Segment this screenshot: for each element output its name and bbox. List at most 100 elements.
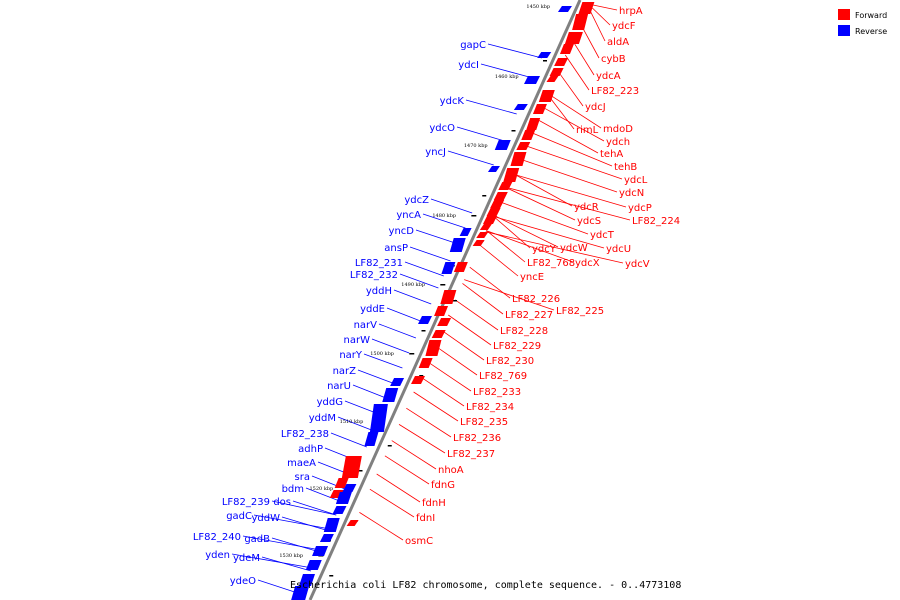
leader-line [487, 43, 543, 59]
reverse-label-nary: narY [339, 350, 363, 361]
forward-label-lf82-234: LF82_234 [466, 402, 514, 413]
leader-line [505, 186, 631, 221]
forward-label-hrpa: hrpA [619, 6, 643, 17]
forward-feature [437, 318, 452, 326]
forward-feature [559, 44, 574, 54]
forward-label-cybb: cybB [601, 54, 626, 65]
leader-line [530, 131, 613, 167]
reverse-label-bdm: bdm [282, 484, 304, 495]
forward-label-lf82-225: LF82_225 [556, 306, 604, 317]
leader-line [261, 556, 312, 572]
forward-feature [572, 14, 589, 30]
reverse-leader-lines [231, 43, 543, 595]
forward-label-teha: tehA [600, 149, 623, 160]
reverse-feature [364, 432, 379, 446]
forward-feature [479, 224, 492, 230]
leader-line [447, 150, 494, 166]
leader-line [430, 198, 473, 214]
forward-label-lf82-233: LF82_233 [473, 387, 521, 398]
reverse-label-gapc: gapC [460, 40, 486, 51]
leader-line [454, 299, 499, 331]
leader-line [404, 261, 444, 277]
legend: Forward Reverse [838, 9, 887, 36]
leader-line [420, 376, 465, 407]
reverse-feature [382, 388, 399, 402]
tick-mark [471, 215, 477, 217]
reverse-label-ydde: yddE [360, 304, 385, 315]
feature-marker [511, 130, 516, 132]
leader-line [271, 500, 337, 516]
leader-line [363, 353, 403, 369]
reverse-label-ydco: ydcO [429, 123, 455, 134]
reverse-feature [418, 316, 432, 324]
forward-feature [346, 520, 359, 526]
leader-line [492, 215, 605, 249]
reverse-label-yddw: yddW [251, 513, 280, 524]
leader-line [413, 391, 459, 422]
leader-line [422, 213, 466, 229]
leader-line [547, 94, 575, 130]
reverse-feature [323, 518, 340, 532]
forward-labels: hrpA ydcF aldA cybB ydcA LF82_223 ydcJ rimL mdoD… [405, 6, 680, 547]
feature-marker [453, 300, 457, 302]
reverse-feature [441, 262, 456, 274]
tick-label: 1450 kbp [526, 4, 550, 10]
forward-feature [538, 90, 555, 102]
forward-feature [418, 358, 433, 368]
reverse-label-ansp: ansP [384, 243, 408, 254]
forward-label-fdng: fdnG [431, 480, 455, 491]
feature-marker [419, 375, 424, 377]
leader-line [357, 369, 396, 385]
forward-features [329, 2, 595, 526]
leader-line [415, 229, 459, 245]
forward-feature [334, 478, 349, 488]
reverse-label-sra: sra [295, 472, 310, 483]
reverse-label-maea: maeA [287, 458, 316, 469]
leader-line [441, 329, 485, 361]
leader-line [376, 473, 421, 503]
leader-line [479, 244, 519, 277]
leader-line [464, 279, 555, 311]
leader-line [352, 384, 389, 400]
forward-feature [516, 142, 531, 150]
leader-line [384, 455, 430, 485]
tick-mark [409, 353, 415, 355]
forward-label-alda: aldA [607, 37, 629, 48]
forward-label-tehb: tehB [614, 162, 637, 173]
leader-line [359, 512, 404, 541]
forward-label-lf82-236: LF82_236 [453, 433, 501, 444]
leader-line [541, 106, 605, 142]
leader-line [271, 537, 320, 553]
reverse-label-yddm: yddM [309, 413, 336, 424]
forward-label-ydcu: ydcU [606, 244, 631, 255]
leader-line [231, 553, 313, 569]
forward-label-nhoa: nhoA [438, 465, 464, 476]
leader-line [465, 99, 517, 115]
forward-label-ydcx: ydcX [575, 258, 600, 269]
legend-forward-swatch [838, 9, 850, 20]
leader-line [492, 215, 531, 249]
forward-label-ydcn: ydcN [619, 188, 644, 199]
forward-label-lf82-230: LF82_230 [486, 356, 534, 367]
leader-line [253, 514, 331, 530]
tick-label: 1490 kbp [401, 282, 425, 288]
leader-line [518, 158, 618, 193]
leader-line [571, 39, 595, 76]
reverse-feature [513, 104, 528, 110]
forward-feature [472, 240, 485, 246]
reverse-label-yden: yden [205, 550, 230, 561]
forward-label-ydcf: ydcF [612, 21, 636, 32]
forward-feature [490, 200, 505, 208]
forward-feature [549, 68, 564, 76]
reverse-feature [299, 574, 315, 586]
leader-line [406, 407, 452, 438]
forward-label-lf82-235: LF82_235 [460, 417, 508, 428]
reverse-feature [369, 404, 388, 432]
forward-feature [564, 32, 583, 44]
leader-line [547, 93, 602, 129]
reverse-label-ydem: ydeM [233, 553, 260, 564]
tick-label: 1520 kbp [310, 486, 334, 492]
leader-line [486, 230, 574, 263]
forward-feature [498, 182, 513, 190]
